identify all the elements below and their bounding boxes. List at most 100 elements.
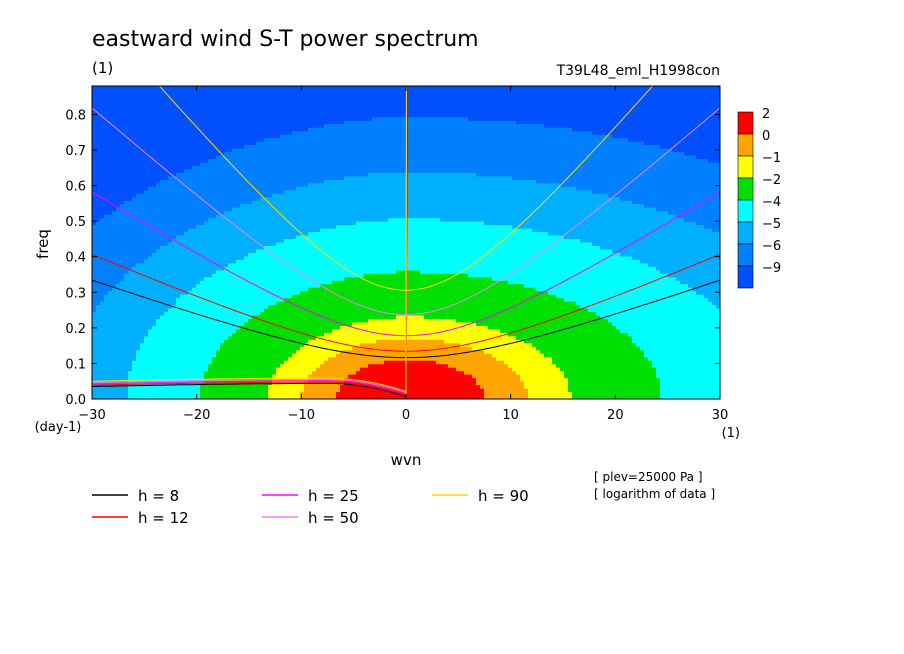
contour-cell bbox=[208, 190, 213, 195]
contour-cell bbox=[444, 92, 449, 98]
contour-cell bbox=[428, 155, 433, 160]
contour-cell bbox=[356, 165, 361, 171]
contour-cell bbox=[252, 172, 257, 178]
contour-cell bbox=[556, 169, 561, 174]
contour-cell bbox=[216, 99, 221, 104]
contour-cell bbox=[236, 92, 241, 98]
contour-cell bbox=[128, 134, 133, 139]
contour-cell bbox=[520, 141, 525, 146]
contour-cell bbox=[336, 193, 341, 198]
contour-cell bbox=[156, 134, 161, 139]
contour-cell bbox=[592, 141, 597, 146]
contour-cell bbox=[528, 165, 533, 171]
contour-cell bbox=[492, 99, 497, 104]
contour-cell bbox=[520, 131, 525, 136]
contour-cell bbox=[264, 89, 269, 94]
contour-cell bbox=[220, 113, 225, 118]
contour-cell bbox=[668, 159, 673, 164]
contour-cell bbox=[632, 99, 637, 104]
contour-cell bbox=[280, 159, 285, 164]
contour-cell bbox=[196, 134, 201, 139]
contour-cell bbox=[152, 138, 157, 143]
contour-cell bbox=[284, 127, 289, 132]
contour-cell bbox=[316, 148, 321, 153]
contour-cell bbox=[244, 103, 249, 108]
contour-cell bbox=[96, 124, 101, 129]
contour-cell bbox=[680, 148, 685, 153]
contour-cell bbox=[164, 169, 169, 174]
contour-cell bbox=[420, 183, 425, 188]
contour-cell bbox=[436, 165, 441, 171]
contour-cell bbox=[692, 134, 697, 139]
contour-cell bbox=[172, 159, 177, 164]
contour-cell bbox=[392, 120, 397, 125]
contour-cell bbox=[104, 138, 109, 143]
contour-cell bbox=[704, 96, 709, 101]
contour-cell bbox=[648, 145, 653, 150]
contour-cell bbox=[428, 113, 433, 118]
contour-cell bbox=[560, 110, 565, 115]
contour-cell bbox=[552, 103, 557, 108]
contour-cell bbox=[420, 127, 425, 132]
contour-cell bbox=[360, 89, 365, 94]
contour-cell bbox=[236, 176, 241, 181]
contour-cell bbox=[628, 169, 633, 174]
contour-cell bbox=[176, 186, 181, 191]
contour-cell bbox=[616, 103, 621, 108]
contour-cell bbox=[412, 141, 417, 146]
contour-cell bbox=[192, 117, 197, 122]
contour-cell bbox=[296, 159, 301, 164]
contour-cell bbox=[536, 141, 541, 146]
contour-cell bbox=[616, 148, 621, 153]
contour-cell bbox=[92, 131, 97, 136]
contour-cell bbox=[124, 138, 129, 143]
contour-cell bbox=[308, 155, 313, 160]
contour-cell bbox=[548, 190, 553, 195]
contour-cell bbox=[624, 120, 629, 125]
contour-cell bbox=[340, 183, 345, 188]
contour-cell bbox=[576, 120, 581, 125]
contour-cell bbox=[664, 138, 669, 143]
contour-cell bbox=[508, 169, 513, 174]
contour-cell bbox=[624, 96, 629, 101]
contour-cell bbox=[164, 134, 169, 139]
contour-cell bbox=[388, 145, 393, 150]
contour-cell bbox=[320, 176, 325, 181]
contour-cell bbox=[288, 124, 293, 129]
contour-cell bbox=[420, 145, 425, 150]
contour-cell bbox=[132, 179, 137, 184]
contour-cell bbox=[604, 92, 609, 98]
contour-cell bbox=[672, 96, 677, 101]
contour-cell bbox=[252, 190, 257, 195]
contour-cell bbox=[580, 186, 585, 191]
contour-cell bbox=[172, 165, 177, 171]
contour-cell bbox=[704, 190, 709, 195]
contour-cell bbox=[164, 162, 169, 167]
contour-cell bbox=[704, 162, 709, 167]
contour-cell bbox=[628, 141, 633, 146]
contour-cell bbox=[444, 120, 449, 125]
contour-cell bbox=[256, 176, 261, 181]
contour-cell bbox=[512, 89, 517, 94]
contour-cell bbox=[324, 117, 329, 122]
contour-cell bbox=[148, 190, 153, 195]
contour-cell bbox=[620, 110, 625, 115]
contour-cell bbox=[136, 193, 141, 198]
contour-cell bbox=[560, 120, 565, 125]
contour-cell bbox=[340, 127, 345, 132]
contour-cell bbox=[332, 152, 337, 157]
contour-cell bbox=[584, 186, 589, 191]
contour-cell bbox=[444, 172, 449, 178]
contour-cell bbox=[372, 183, 377, 188]
contour-cell bbox=[244, 113, 249, 118]
contour-cell bbox=[600, 152, 605, 157]
contour-cell bbox=[496, 138, 501, 143]
contour-cell bbox=[552, 169, 557, 174]
contour-cell bbox=[96, 96, 101, 101]
contour-cell bbox=[588, 186, 593, 191]
contour-cell bbox=[616, 176, 621, 181]
contour-cell bbox=[316, 186, 321, 191]
contour-cell bbox=[376, 155, 381, 160]
contour-cell bbox=[400, 110, 405, 115]
contour-cell bbox=[712, 183, 717, 188]
